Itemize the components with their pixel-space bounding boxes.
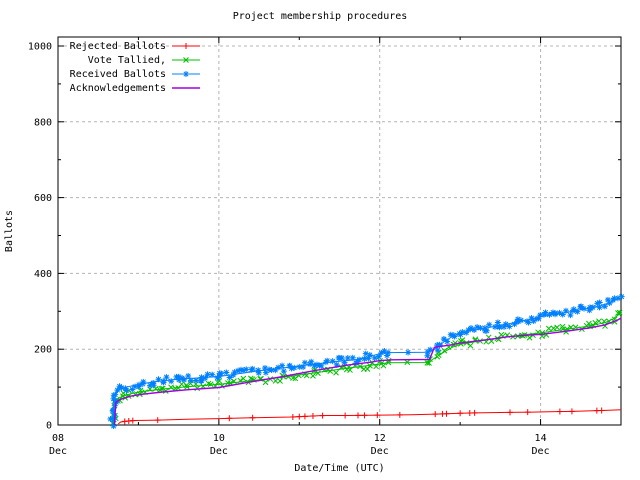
x-tick-label-month: Dec — [210, 446, 228, 457]
series-rejected-ballots-markers — [121, 407, 605, 425]
series-vote-tallied-markers — [110, 309, 623, 427]
x-tick-label-day: 12 — [374, 433, 386, 444]
y-tick-label: 0 — [46, 421, 52, 432]
legend-sample-line — [172, 57, 200, 63]
y-tick-label: 600 — [34, 193, 52, 204]
series-rejected-ballots — [117, 407, 622, 425]
y-tick-label: 800 — [34, 117, 52, 128]
series-vote-tallied — [110, 309, 623, 427]
axes — [57, 36, 622, 426]
x-tick-label-month: Dec — [532, 446, 550, 457]
y-tick-label: 1000 — [28, 42, 52, 53]
y-axis-title: Ballots — [4, 210, 15, 252]
plot-border — [57, 36, 622, 426]
series-vote-tallied-line — [112, 312, 622, 426]
x-tick-label-day: 10 — [213, 433, 225, 444]
legend-label-vote-tallied: Vote Tallied, — [87, 54, 166, 66]
legend-entry-acknowledgements: Acknowledgements — [58, 81, 202, 95]
legend-sample-line — [172, 43, 200, 49]
x-axis-title: Date/Time (UTC) — [294, 463, 385, 474]
y-tick-label: 200 — [34, 345, 52, 356]
legend-entry-rejected-ballots: Rejected Ballots — [58, 39, 202, 53]
series-rejected-ballots-line — [117, 409, 622, 425]
series-received-ballots — [107, 293, 625, 430]
legend-label-acknowledgements: Acknowledgements — [69, 82, 166, 94]
vote-tallied-marker-icon — [172, 57, 200, 63]
legend-label-received-ballots: Received Ballots — [69, 68, 166, 80]
x-tick-label-day: 08 — [52, 433, 64, 444]
acknowledgements-marker-icon — [172, 87, 200, 89]
series-received-ballots-markers — [107, 293, 625, 430]
legend-entry-vote-tallied: Vote Tallied, — [58, 53, 202, 67]
x-tick-label-day: 14 — [535, 433, 547, 444]
tick-labels: 0 200 400 600 800 1000 08 Dec 10 Dec 12 Dec 14 Dec Bal… — [4, 42, 550, 458]
x-tick-label-month: Dec — [371, 446, 389, 457]
series-acknowledgements — [113, 317, 622, 426]
y-tick-label: 400 — [34, 269, 52, 280]
legend-sample-line — [172, 71, 200, 77]
rejected-ballots-marker-icon — [172, 43, 200, 49]
chart-legend: Rejected Ballots Vote Tallied, Received Ba… — [58, 39, 202, 95]
legend-label-rejected-ballots: Rejected Ballots — [69, 40, 166, 52]
legend-entry-received-ballots: Received Ballots — [58, 67, 202, 81]
gridlines — [58, 37, 621, 425]
series-acknowledgements-line — [113, 317, 622, 426]
x-tick-label-month: Dec — [49, 446, 67, 457]
chart-title: Project membership procedures — [232, 11, 408, 22]
received-ballots-marker-icon — [172, 71, 200, 77]
series-received-ballots-line — [111, 297, 622, 426]
